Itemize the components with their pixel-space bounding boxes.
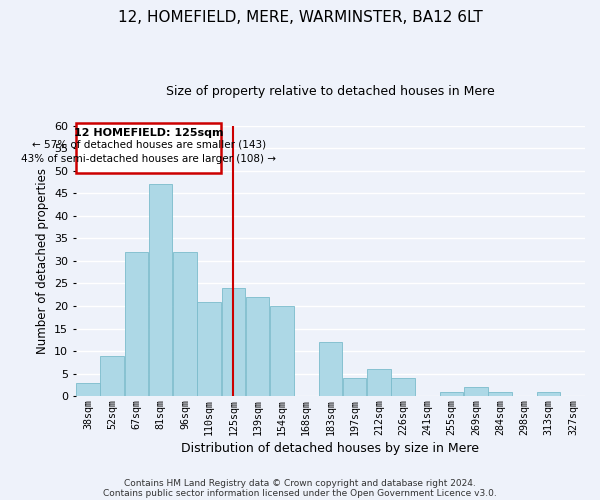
Bar xyxy=(173,252,197,396)
Bar xyxy=(76,382,100,396)
Bar xyxy=(149,184,172,396)
FancyBboxPatch shape xyxy=(76,124,221,173)
Bar xyxy=(221,288,245,397)
Text: 12 HOMEFIELD: 125sqm: 12 HOMEFIELD: 125sqm xyxy=(74,128,224,138)
Bar xyxy=(488,392,512,396)
Bar xyxy=(464,388,488,396)
Bar xyxy=(343,378,367,396)
Text: Contains public sector information licensed under the Open Government Licence v3: Contains public sector information licen… xyxy=(103,488,497,498)
Title: Size of property relative to detached houses in Mere: Size of property relative to detached ho… xyxy=(166,85,495,98)
Bar xyxy=(319,342,342,396)
Bar xyxy=(197,302,221,396)
Text: 43% of semi-detached houses are larger (108) →: 43% of semi-detached houses are larger (… xyxy=(22,154,277,164)
Bar xyxy=(391,378,415,396)
Bar xyxy=(125,252,148,396)
Bar xyxy=(246,297,269,396)
Y-axis label: Number of detached properties: Number of detached properties xyxy=(35,168,49,354)
Bar xyxy=(270,306,293,396)
Text: 12, HOMEFIELD, MERE, WARMINSTER, BA12 6LT: 12, HOMEFIELD, MERE, WARMINSTER, BA12 6L… xyxy=(118,10,482,25)
Text: ← 57% of detached houses are smaller (143): ← 57% of detached houses are smaller (14… xyxy=(32,140,266,150)
Bar xyxy=(537,392,560,396)
Bar xyxy=(367,369,391,396)
X-axis label: Distribution of detached houses by size in Mere: Distribution of detached houses by size … xyxy=(181,442,479,455)
Text: Contains HM Land Registry data © Crown copyright and database right 2024.: Contains HM Land Registry data © Crown c… xyxy=(124,478,476,488)
Bar xyxy=(100,356,124,397)
Bar xyxy=(440,392,463,396)
